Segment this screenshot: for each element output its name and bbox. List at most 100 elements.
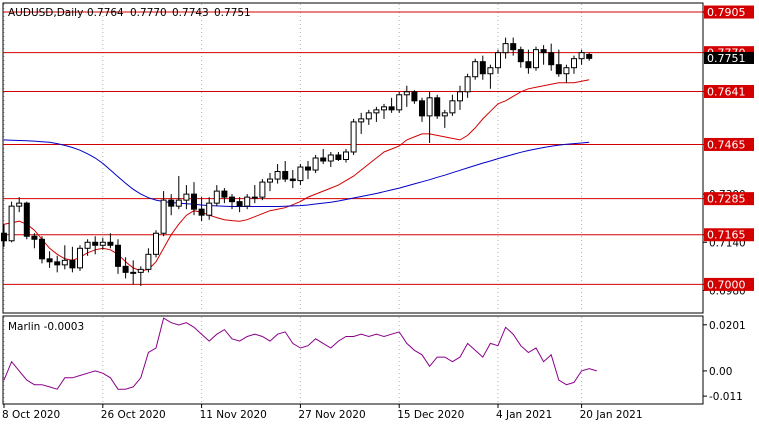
candle <box>320 148 327 165</box>
candle <box>69 246 76 273</box>
candle <box>548 43 555 71</box>
candle-body <box>130 271 137 274</box>
candle <box>510 37 517 56</box>
indicator-tick-labels: 0.0201 0.00 -0.011 <box>703 320 746 403</box>
candle-body <box>510 43 517 51</box>
candle-body <box>46 258 53 263</box>
candle-body <box>289 178 296 182</box>
candle-body <box>115 244 121 267</box>
candle <box>229 194 235 210</box>
candle <box>327 151 334 168</box>
ohlc-low: 0.7743 <box>172 7 209 19</box>
candle <box>137 266 144 286</box>
candle <box>343 148 349 163</box>
candle-body <box>548 52 555 66</box>
level-tag <box>704 137 754 151</box>
level-tag-label: 0.7165 <box>707 229 746 242</box>
candle-body <box>69 259 76 269</box>
candle-body <box>274 171 281 180</box>
candle <box>160 191 167 237</box>
candle-body <box>479 61 486 75</box>
candle <box>540 45 547 65</box>
candle <box>373 106 380 122</box>
candle <box>464 73 471 98</box>
time-tick-label: 26 Oct 2020 <box>101 409 166 421</box>
candle <box>495 49 501 74</box>
candle-body <box>457 91 463 102</box>
indicator-title: Marlin -0.0003 <box>8 321 84 333</box>
candle <box>388 97 395 113</box>
candle-body <box>282 171 289 180</box>
candle <box>502 37 509 59</box>
level-tag <box>704 192 754 206</box>
price-grid <box>3 4 583 312</box>
level-tag <box>704 84 754 98</box>
candle <box>312 154 319 174</box>
candle <box>77 245 83 271</box>
candle-body <box>487 67 494 75</box>
candle-body <box>183 193 190 201</box>
candle-body <box>449 100 456 114</box>
candle-body <box>251 196 258 199</box>
candle-body <box>472 61 479 78</box>
candle <box>236 197 243 213</box>
candle <box>571 55 577 74</box>
candle-body <box>297 166 304 182</box>
candle <box>213 185 220 207</box>
candle-body <box>160 199 167 234</box>
candle-body <box>122 265 129 273</box>
candle-body <box>563 67 570 75</box>
candle-body <box>137 268 144 273</box>
candle <box>335 151 342 162</box>
candle <box>130 260 137 285</box>
candle-body <box>517 49 524 63</box>
candle <box>426 91 433 143</box>
candle <box>419 97 425 122</box>
candle-body <box>525 61 532 69</box>
candle <box>99 237 106 250</box>
candle-body <box>365 112 372 120</box>
candle <box>381 103 387 119</box>
candle <box>578 49 585 65</box>
horizontal-levels <box>3 11 703 285</box>
candle <box>8 201 15 243</box>
candle-body <box>388 106 395 111</box>
candle <box>586 52 593 61</box>
moving-average-line <box>3 139 590 207</box>
candle-body <box>31 235 38 240</box>
candle-body <box>426 97 433 117</box>
candle <box>191 182 197 216</box>
candle-body <box>153 232 159 255</box>
candle-body <box>107 241 114 246</box>
candle <box>350 118 357 155</box>
candle <box>555 49 562 77</box>
candle <box>175 176 182 210</box>
price-axis: 0.79050.77700.76410.74650.73000.72850.71… <box>703 5 754 297</box>
candle-body <box>305 166 311 171</box>
price-panel-frame <box>2 2 704 314</box>
candle <box>31 233 38 249</box>
candle-body <box>61 259 68 266</box>
candle <box>358 112 365 134</box>
candle-body <box>221 190 228 198</box>
candle <box>39 236 45 264</box>
candle-body <box>145 253 152 270</box>
candle-body <box>191 193 197 210</box>
candle <box>61 245 68 270</box>
candle <box>206 197 213 220</box>
candle-body <box>350 121 357 153</box>
candle <box>525 49 532 74</box>
candle-body <box>335 154 342 161</box>
price-panel: AUDUSD,Daily 0.7764 0.7770 0.7743 0.7751 <box>1 2 704 314</box>
candle <box>517 46 524 68</box>
candle-body <box>578 52 585 60</box>
candle-body <box>320 157 327 162</box>
time-tick-label: 15 Dec 2020 <box>397 409 464 421</box>
candle-body <box>229 196 235 203</box>
indicator-tick-label: -0.011 <box>709 391 743 403</box>
candle <box>23 201 30 240</box>
candle <box>84 239 91 256</box>
candle-body <box>555 64 562 75</box>
candle-body <box>381 106 387 111</box>
